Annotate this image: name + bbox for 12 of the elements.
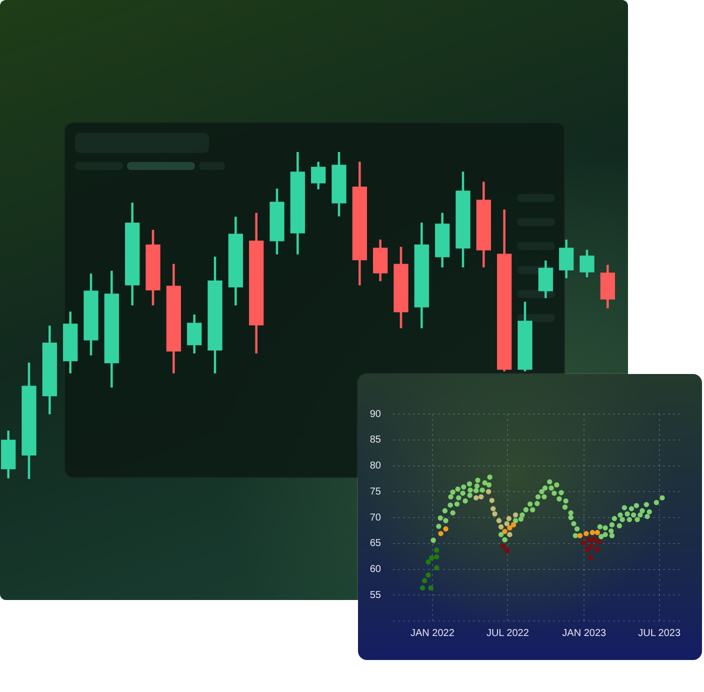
y-tick-label: 55 xyxy=(370,590,382,601)
y-tick-label: 90 xyxy=(370,408,382,420)
y-tick-label: 75 xyxy=(370,486,382,498)
y-tick-label: 85 xyxy=(370,434,382,446)
y-tick-label: 65 xyxy=(370,538,382,550)
y-tick-label: 60 xyxy=(370,564,382,575)
x-tick-label: JUL 2022 xyxy=(486,628,530,639)
x-tick-label: JAN 2022 xyxy=(410,628,455,639)
x-tick-label: JUL 2023 xyxy=(638,628,681,639)
x-tick-label: JAN 2023 xyxy=(562,628,607,639)
y-tick-label: 70 xyxy=(370,512,382,524)
y-tick-label: 80 xyxy=(370,460,382,472)
